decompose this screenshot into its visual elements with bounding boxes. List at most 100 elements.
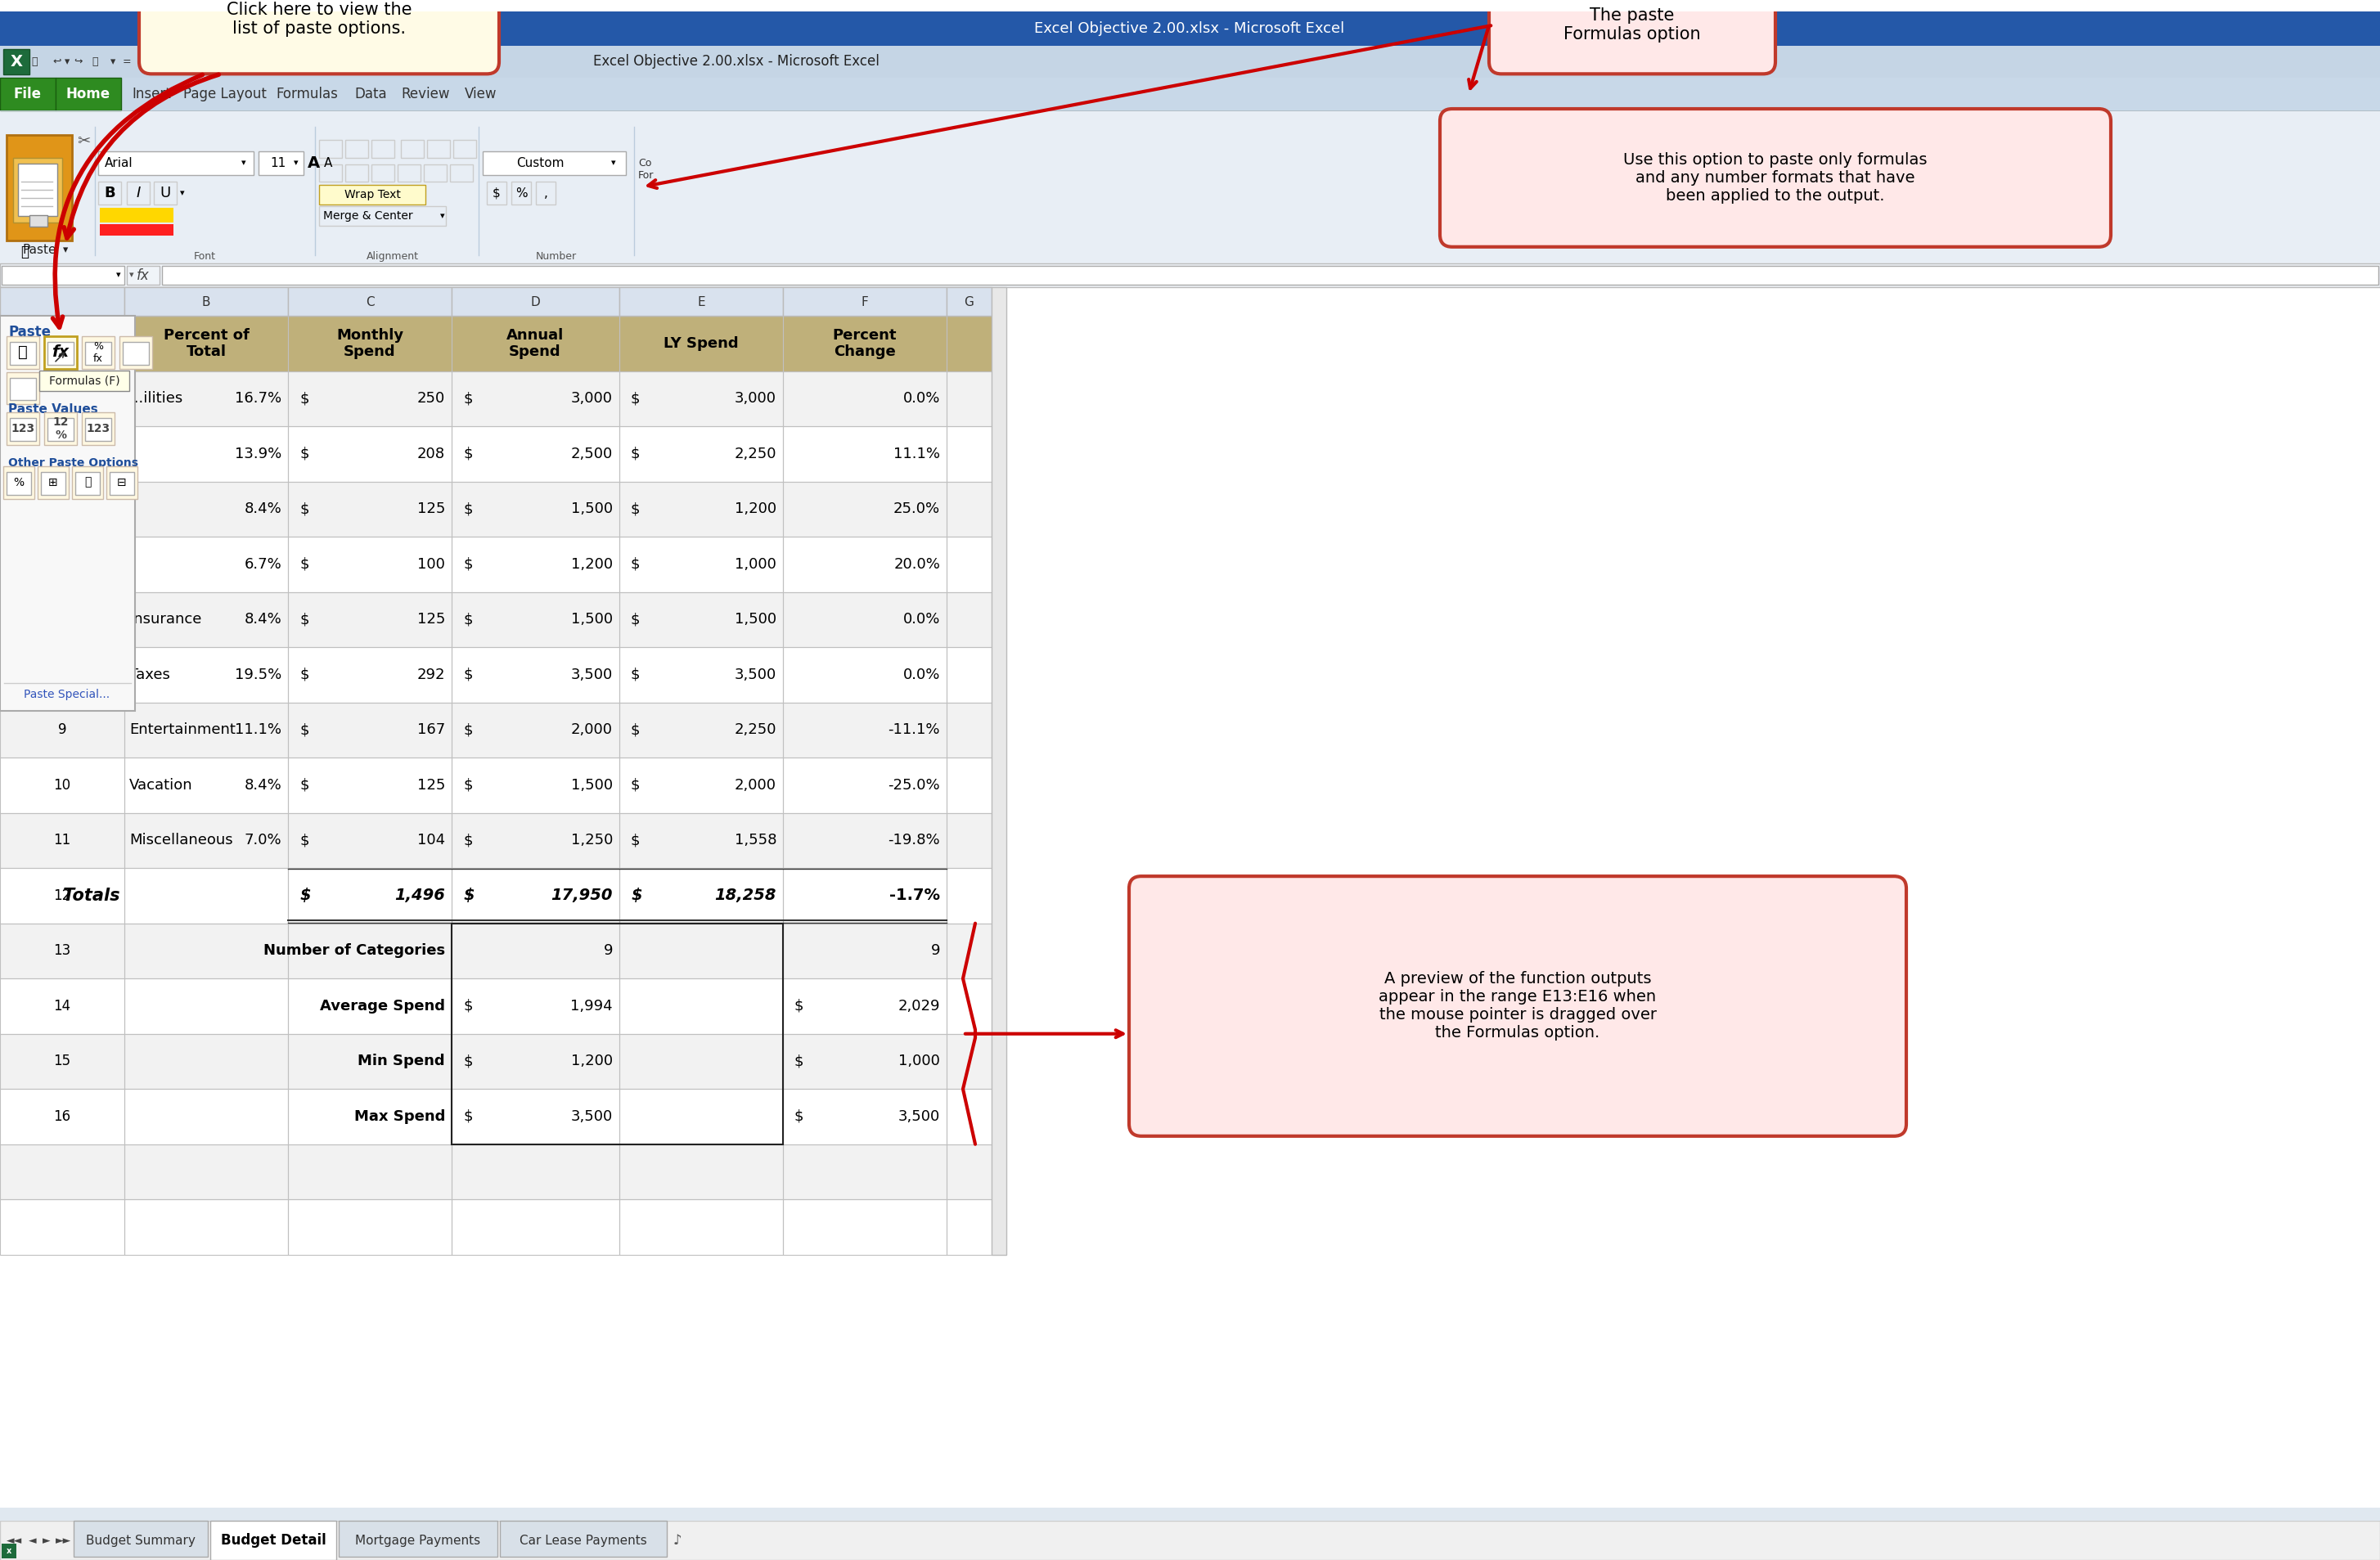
Text: 🖌: 🖌 [21, 245, 29, 259]
Text: %: % [514, 187, 526, 200]
Text: Formulas (F): Formulas (F) [50, 374, 119, 387]
Text: $: $ [464, 446, 474, 462]
Text: $: $ [464, 557, 474, 573]
Text: $: $ [795, 1109, 804, 1123]
Text: 1,500: 1,500 [571, 502, 612, 516]
Text: 3: 3 [57, 392, 67, 406]
FancyBboxPatch shape [81, 412, 114, 445]
FancyBboxPatch shape [40, 370, 129, 392]
Text: $: $ [300, 502, 309, 516]
Text: ▾: ▾ [109, 56, 117, 67]
FancyBboxPatch shape [947, 287, 992, 315]
FancyBboxPatch shape [0, 758, 992, 813]
Text: %: % [14, 477, 24, 488]
Text: Data: Data [355, 87, 388, 101]
FancyBboxPatch shape [345, 140, 369, 158]
Text: Vacation: Vacation [129, 778, 193, 792]
Text: 17,950: 17,950 [552, 888, 612, 903]
Text: $: $ [464, 1055, 474, 1069]
Text: 1,250: 1,250 [571, 833, 612, 849]
Text: 2,500: 2,500 [571, 446, 612, 462]
Text: X: X [10, 55, 21, 70]
Text: Paste Values: Paste Values [7, 402, 98, 415]
Text: ▾: ▾ [64, 56, 69, 67]
Text: $: $ [631, 722, 640, 738]
Text: E: E [697, 296, 704, 309]
Text: Average Spend: Average Spend [319, 998, 445, 1014]
Text: $: $ [631, 778, 640, 792]
Text: $: $ [464, 612, 474, 627]
Text: 15: 15 [52, 1055, 71, 1069]
FancyBboxPatch shape [81, 337, 114, 368]
FancyBboxPatch shape [288, 287, 452, 315]
Text: 6: 6 [57, 557, 67, 573]
Text: ▾: ▾ [117, 271, 121, 279]
FancyBboxPatch shape [0, 1200, 992, 1254]
Text: 9: 9 [605, 944, 612, 958]
FancyBboxPatch shape [371, 140, 395, 158]
Text: 19.5%: 19.5% [236, 668, 281, 682]
Text: Budget Detail: Budget Detail [221, 1533, 326, 1548]
FancyBboxPatch shape [10, 378, 36, 401]
Text: 🖼: 🖼 [83, 477, 90, 488]
Text: Alignment: Alignment [367, 251, 419, 262]
Text: 250: 250 [416, 392, 445, 406]
Text: 18,258: 18,258 [714, 888, 776, 903]
Text: fx: fx [52, 345, 69, 360]
Text: ↩: ↩ [52, 56, 62, 67]
FancyBboxPatch shape [450, 164, 474, 183]
FancyBboxPatch shape [536, 183, 555, 204]
FancyBboxPatch shape [0, 45, 2380, 78]
Text: 123: 123 [12, 423, 36, 435]
Text: $: $ [464, 668, 474, 682]
FancyBboxPatch shape [0, 978, 992, 1034]
FancyBboxPatch shape [107, 466, 138, 499]
Text: $: $ [464, 1109, 474, 1123]
Text: Monthly
Spend: Monthly Spend [336, 328, 402, 359]
FancyBboxPatch shape [2, 48, 29, 75]
Text: $: $ [631, 557, 640, 573]
FancyBboxPatch shape [0, 647, 992, 702]
Text: 10: 10 [52, 778, 71, 792]
Text: -1.7%: -1.7% [890, 888, 940, 903]
Text: 1,500: 1,500 [571, 612, 612, 627]
Text: ▾: ▾ [440, 212, 445, 220]
FancyBboxPatch shape [424, 164, 447, 183]
FancyBboxPatch shape [400, 140, 424, 158]
Text: $: $ [631, 888, 643, 903]
FancyBboxPatch shape [0, 1509, 2380, 1521]
Text: Budget Summary: Budget Summary [86, 1535, 195, 1546]
Text: ⊟: ⊟ [117, 477, 126, 488]
Text: Page Layout: Page Layout [183, 87, 267, 101]
FancyBboxPatch shape [0, 264, 2380, 287]
Text: 100: 100 [416, 557, 445, 573]
Text: 3,000: 3,000 [571, 392, 612, 406]
FancyBboxPatch shape [98, 151, 255, 175]
Text: 11: 11 [269, 158, 286, 170]
FancyBboxPatch shape [126, 183, 150, 204]
Text: 3,500: 3,500 [897, 1109, 940, 1123]
Text: 14: 14 [52, 998, 71, 1014]
FancyBboxPatch shape [74, 133, 95, 150]
Text: $: $ [464, 833, 474, 849]
Text: $: $ [300, 392, 309, 406]
Text: 3,500: 3,500 [571, 1109, 612, 1123]
FancyBboxPatch shape [45, 412, 76, 445]
Text: 125: 125 [416, 502, 445, 516]
Text: 11.1%: 11.1% [236, 722, 281, 738]
FancyBboxPatch shape [10, 342, 36, 365]
Text: 12
%: 12 % [52, 417, 69, 441]
Text: 2,029: 2,029 [897, 998, 940, 1014]
FancyBboxPatch shape [0, 867, 992, 924]
Text: $: $ [631, 668, 640, 682]
Text: $: $ [795, 998, 804, 1014]
FancyBboxPatch shape [319, 186, 426, 204]
Text: 25.0%: 25.0% [892, 502, 940, 516]
Text: 8.4%: 8.4% [245, 778, 281, 792]
FancyBboxPatch shape [7, 371, 40, 404]
FancyBboxPatch shape [162, 265, 2378, 285]
Text: 7: 7 [57, 612, 67, 627]
Text: $: $ [493, 187, 500, 200]
Text: A preview of the function outputs
appear in the range E13:E16 when
the mouse poi: A preview of the function outputs appear… [1378, 972, 1656, 1041]
Text: 1,000: 1,000 [897, 1055, 940, 1069]
